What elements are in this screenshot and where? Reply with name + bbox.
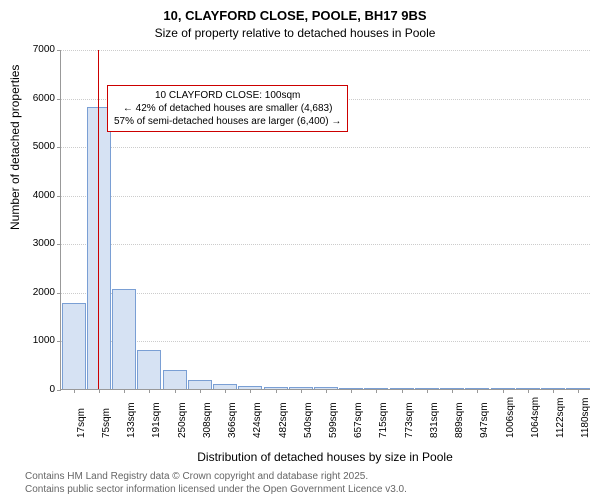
x-tick — [376, 389, 377, 393]
x-tick — [276, 389, 277, 393]
x-tick — [528, 389, 529, 393]
x-tick-label: 540sqm — [303, 402, 314, 438]
histogram-bar — [87, 107, 111, 389]
x-tick-label: 889sqm — [454, 402, 465, 438]
x-tick — [99, 389, 100, 393]
annotation-box: 10 CLAYFORD CLOSE: 100sqm← 42% of detach… — [107, 85, 348, 132]
x-axis-label: Distribution of detached houses by size … — [60, 450, 590, 464]
y-tick-label: 6000 — [15, 93, 55, 104]
gridline — [61, 341, 590, 342]
y-tick — [57, 99, 61, 100]
x-tick-label: 133sqm — [126, 402, 137, 438]
x-tick — [74, 389, 75, 393]
x-tick — [175, 389, 176, 393]
property-marker-line — [98, 50, 99, 389]
x-tick-label: 17sqm — [76, 408, 87, 438]
footer-copyright-1: Contains HM Land Registry data © Crown c… — [25, 471, 368, 482]
histogram-bar — [188, 380, 212, 389]
x-tick-label: 250sqm — [177, 402, 188, 438]
annotation-line1: 10 CLAYFORD CLOSE: 100sqm — [114, 89, 341, 102]
x-tick-label: 1006sqm — [505, 397, 516, 438]
x-tick-label: 715sqm — [378, 402, 389, 438]
x-tick — [301, 389, 302, 393]
histogram-bar — [62, 303, 86, 389]
x-tick-label: 1122sqm — [555, 398, 566, 438]
histogram-bar — [112, 289, 136, 389]
x-tick — [351, 389, 352, 393]
x-tick — [578, 389, 579, 393]
x-tick — [477, 389, 478, 393]
x-tick — [326, 389, 327, 393]
gridline — [61, 196, 590, 197]
gridline — [61, 147, 590, 148]
x-tick-label: 657sqm — [353, 402, 364, 438]
gridline — [61, 244, 590, 245]
x-tick — [200, 389, 201, 393]
chart-container: 10 CLAYFORD CLOSE: 100sqm← 42% of detach… — [60, 50, 590, 420]
x-tick-label: 308sqm — [202, 402, 213, 438]
y-tick — [57, 341, 61, 342]
annotation-line2: ← 42% of detached houses are smaller (4,… — [114, 102, 341, 115]
histogram-bar — [163, 370, 187, 389]
histogram-bar — [137, 350, 161, 389]
annotation-line3: 57% of semi-detached houses are larger (… — [114, 115, 341, 128]
y-tick-label: 5000 — [15, 141, 55, 152]
x-tick-label: 75sqm — [101, 408, 112, 438]
x-tick-label: 831sqm — [429, 402, 440, 438]
chart-title-line1: 10, CLAYFORD CLOSE, POOLE, BH17 9BS — [0, 8, 590, 23]
plot-area: 10 CLAYFORD CLOSE: 100sqm← 42% of detach… — [60, 50, 590, 390]
chart-title-line2: Size of property relative to detached ho… — [0, 26, 590, 40]
x-tick-label: 424sqm — [252, 402, 263, 438]
footer-copyright-2: Contains public sector information licen… — [25, 484, 407, 495]
x-tick-label: 1064sqm — [530, 397, 541, 438]
y-tick — [57, 147, 61, 148]
x-tick-label: 191sqm — [151, 402, 162, 438]
x-tick — [553, 389, 554, 393]
x-tick — [149, 389, 150, 393]
y-tick-label: 0 — [15, 384, 55, 395]
gridline — [61, 293, 590, 294]
y-tick-label: 7000 — [15, 44, 55, 55]
x-tick — [124, 389, 125, 393]
x-tick-label: 773sqm — [404, 402, 415, 438]
y-tick-label: 1000 — [15, 335, 55, 346]
x-tick — [250, 389, 251, 393]
y-tick — [57, 50, 61, 51]
y-tick — [57, 196, 61, 197]
y-tick — [57, 390, 61, 391]
x-tick — [427, 389, 428, 393]
x-tick-label: 1180sqm — [580, 398, 591, 438]
x-tick — [452, 389, 453, 393]
x-tick-label: 366sqm — [227, 402, 238, 438]
y-tick — [57, 293, 61, 294]
x-tick — [503, 389, 504, 393]
y-tick-label: 3000 — [15, 238, 55, 249]
gridline — [61, 50, 590, 51]
x-tick-label: 947sqm — [479, 402, 490, 438]
x-tick — [402, 389, 403, 393]
y-tick — [57, 244, 61, 245]
y-tick-label: 2000 — [15, 287, 55, 298]
x-tick-label: 482sqm — [278, 402, 289, 438]
y-tick-label: 4000 — [15, 190, 55, 201]
x-tick-label: 599sqm — [328, 402, 339, 438]
x-tick — [225, 389, 226, 393]
